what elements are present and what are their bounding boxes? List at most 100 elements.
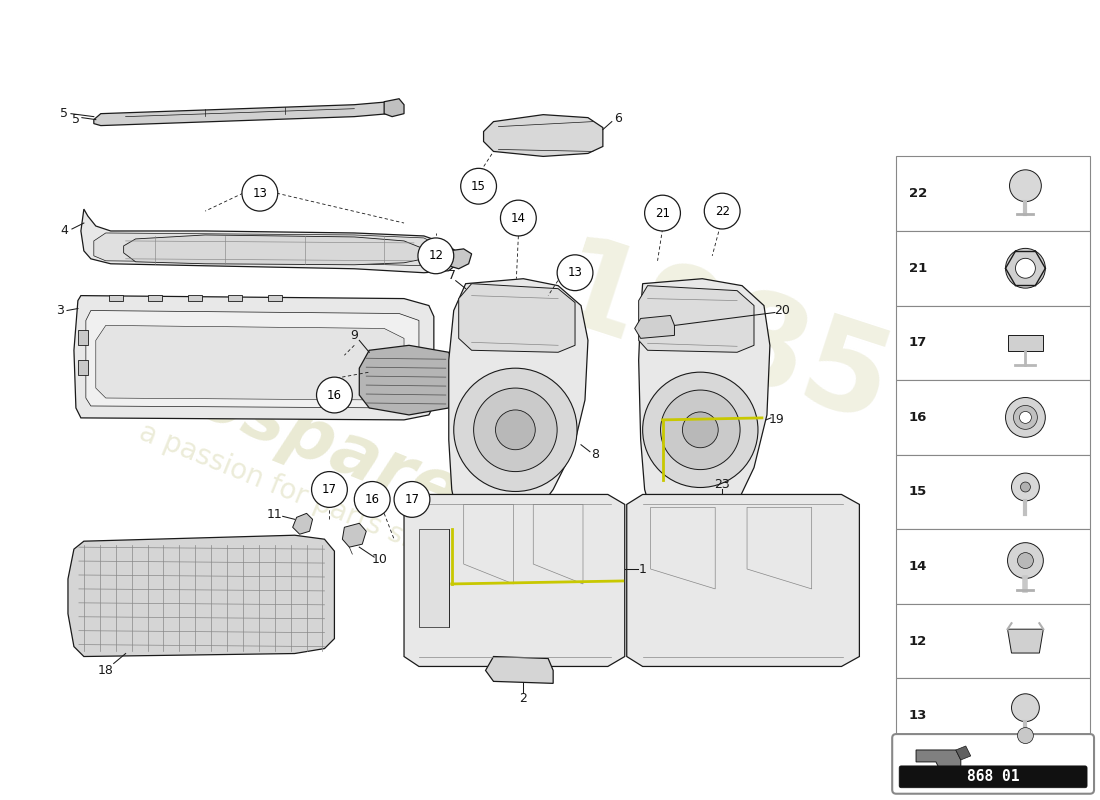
FancyBboxPatch shape bbox=[896, 157, 1090, 231]
Text: 14: 14 bbox=[909, 560, 927, 573]
Text: 22: 22 bbox=[909, 187, 927, 200]
Polygon shape bbox=[1008, 629, 1043, 653]
Polygon shape bbox=[148, 294, 163, 301]
Text: 12: 12 bbox=[909, 634, 927, 648]
Text: 4: 4 bbox=[60, 225, 68, 238]
FancyBboxPatch shape bbox=[899, 766, 1087, 788]
Text: 15: 15 bbox=[909, 486, 927, 498]
Polygon shape bbox=[384, 98, 404, 117]
Polygon shape bbox=[419, 530, 449, 626]
Text: 20: 20 bbox=[774, 304, 790, 317]
Text: 2: 2 bbox=[519, 692, 527, 705]
Circle shape bbox=[1005, 398, 1045, 438]
Polygon shape bbox=[188, 294, 202, 301]
Text: 15: 15 bbox=[471, 180, 486, 193]
Text: 5: 5 bbox=[60, 107, 68, 120]
Polygon shape bbox=[74, 296, 433, 420]
Circle shape bbox=[453, 368, 578, 491]
FancyBboxPatch shape bbox=[896, 454, 1090, 530]
Text: 6: 6 bbox=[614, 112, 622, 125]
Circle shape bbox=[642, 372, 758, 487]
Text: 7: 7 bbox=[448, 270, 455, 282]
FancyBboxPatch shape bbox=[896, 380, 1090, 454]
Circle shape bbox=[1018, 553, 1033, 569]
Text: 14: 14 bbox=[510, 211, 526, 225]
Text: 17: 17 bbox=[909, 336, 927, 350]
Circle shape bbox=[1008, 542, 1043, 578]
Text: 13: 13 bbox=[568, 266, 583, 279]
Polygon shape bbox=[293, 514, 312, 534]
Polygon shape bbox=[459, 284, 575, 352]
FancyBboxPatch shape bbox=[896, 306, 1090, 380]
Circle shape bbox=[418, 238, 453, 274]
Text: 10: 10 bbox=[371, 553, 387, 566]
Text: 18: 18 bbox=[98, 664, 113, 677]
Circle shape bbox=[394, 482, 430, 518]
Circle shape bbox=[1020, 411, 1032, 423]
Circle shape bbox=[660, 390, 740, 470]
Text: 1: 1 bbox=[639, 562, 647, 575]
FancyBboxPatch shape bbox=[896, 678, 1090, 753]
Text: 11: 11 bbox=[267, 508, 283, 521]
Circle shape bbox=[1012, 694, 1040, 722]
Polygon shape bbox=[78, 330, 88, 346]
Text: 3: 3 bbox=[56, 304, 64, 317]
Text: 868 01: 868 01 bbox=[967, 770, 1020, 784]
Circle shape bbox=[317, 377, 352, 413]
Polygon shape bbox=[94, 233, 449, 266]
Text: 16: 16 bbox=[365, 493, 380, 506]
Polygon shape bbox=[78, 360, 88, 375]
Polygon shape bbox=[360, 346, 453, 415]
Polygon shape bbox=[109, 294, 122, 301]
FancyBboxPatch shape bbox=[896, 530, 1090, 604]
Polygon shape bbox=[86, 310, 419, 408]
Polygon shape bbox=[916, 750, 960, 772]
Text: 17: 17 bbox=[322, 483, 337, 496]
Circle shape bbox=[1012, 473, 1040, 501]
Polygon shape bbox=[485, 657, 553, 683]
Text: 5: 5 bbox=[72, 113, 80, 126]
Polygon shape bbox=[449, 249, 472, 269]
Polygon shape bbox=[956, 746, 970, 760]
Circle shape bbox=[242, 175, 278, 211]
Text: 21: 21 bbox=[654, 206, 670, 219]
Text: 13: 13 bbox=[909, 709, 927, 722]
Circle shape bbox=[354, 482, 390, 518]
FancyBboxPatch shape bbox=[892, 734, 1094, 794]
Polygon shape bbox=[404, 494, 625, 666]
Circle shape bbox=[311, 471, 348, 507]
Circle shape bbox=[474, 388, 557, 471]
Polygon shape bbox=[627, 494, 859, 666]
Circle shape bbox=[645, 195, 681, 231]
Text: 22: 22 bbox=[715, 205, 729, 218]
Polygon shape bbox=[123, 235, 424, 265]
Polygon shape bbox=[1008, 335, 1043, 350]
Circle shape bbox=[1013, 406, 1037, 430]
Text: 8: 8 bbox=[591, 448, 598, 461]
Polygon shape bbox=[449, 278, 588, 549]
Text: 21: 21 bbox=[909, 262, 927, 274]
Circle shape bbox=[1021, 482, 1031, 492]
Polygon shape bbox=[68, 535, 334, 657]
Polygon shape bbox=[81, 209, 459, 273]
Circle shape bbox=[1018, 728, 1033, 743]
Circle shape bbox=[1010, 170, 1042, 202]
FancyBboxPatch shape bbox=[896, 604, 1090, 678]
Text: 12: 12 bbox=[428, 250, 443, 262]
Polygon shape bbox=[96, 326, 404, 400]
Text: 13: 13 bbox=[252, 186, 267, 200]
Polygon shape bbox=[484, 114, 603, 157]
Circle shape bbox=[1005, 248, 1045, 288]
Text: a passion for parts since 1985: a passion for parts since 1985 bbox=[134, 418, 535, 601]
Circle shape bbox=[461, 168, 496, 204]
Polygon shape bbox=[635, 315, 674, 338]
Text: 9: 9 bbox=[351, 329, 359, 342]
Polygon shape bbox=[639, 278, 770, 547]
Text: 16: 16 bbox=[327, 389, 342, 402]
Circle shape bbox=[495, 410, 536, 450]
Circle shape bbox=[500, 200, 537, 236]
Circle shape bbox=[704, 193, 740, 229]
Text: 17: 17 bbox=[405, 493, 419, 506]
Circle shape bbox=[682, 412, 718, 448]
Circle shape bbox=[1015, 258, 1035, 278]
